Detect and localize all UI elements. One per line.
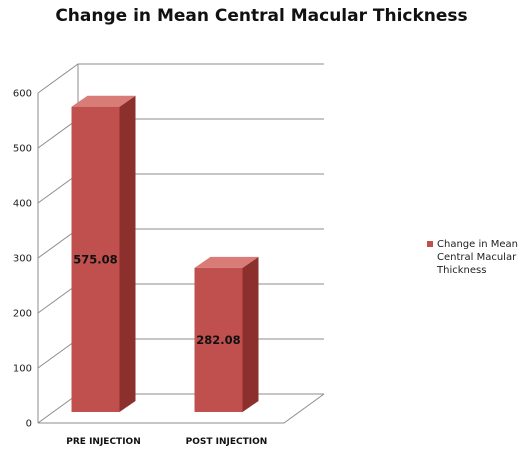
y-tick-label: 0 <box>26 419 32 430</box>
gridline <box>37 63 324 94</box>
bar-side-face <box>119 95 136 413</box>
chart-title: Change in Mean Central Macular Thickness <box>55 6 468 26</box>
y-tick-label: 100 <box>13 364 32 375</box>
legend-swatch <box>427 241 433 247</box>
legend-label: Change in Mean Central Macular Thickness <box>437 239 519 276</box>
x-category-label: POST INJECTION <box>186 437 268 447</box>
x-axis-categories: PRE INJECTION POST INJECTION <box>66 437 267 447</box>
data-label: 575.08 <box>73 252 117 266</box>
data-label: 282.08 <box>196 333 240 347</box>
bar: 282.08 <box>194 256 259 412</box>
bar-front-face <box>71 106 120 413</box>
y-axis-ticks: 0 100 200 300 400 500 600 <box>13 89 32 430</box>
bar-top-face <box>194 256 259 268</box>
y-tick-label: 400 <box>13 199 32 210</box>
legend: Change in Mean Central Macular Thickness <box>427 238 523 277</box>
bar-layer: 575.08 282.08 <box>71 95 259 413</box>
bar: 575.08 <box>71 95 136 413</box>
y-tick-label: 200 <box>13 309 32 320</box>
y-tick-label: 500 <box>13 144 32 155</box>
bar-side-face <box>242 256 259 412</box>
bar-top-face <box>71 95 136 107</box>
y-tick-label: 300 <box>13 254 32 265</box>
floor-edge <box>38 393 325 424</box>
x-category-label: PRE INJECTION <box>66 437 140 447</box>
y-tick-label: 600 <box>13 89 32 100</box>
bar-front-face <box>194 267 243 412</box>
